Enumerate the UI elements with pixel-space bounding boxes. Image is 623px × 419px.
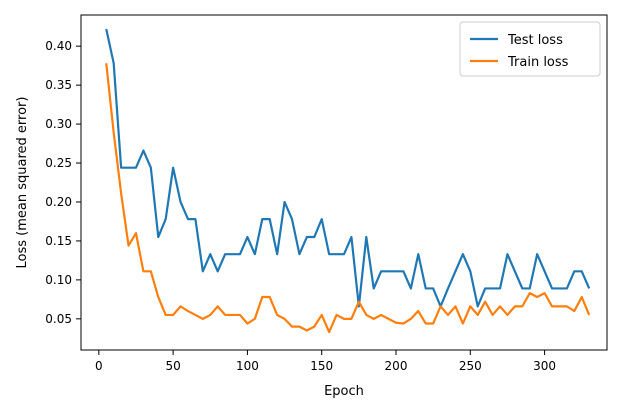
legend-label: Train loss: [507, 55, 569, 70]
x-tick-label: 300: [533, 359, 556, 373]
y-tick-label: 0.20: [45, 195, 72, 209]
y-axis-label: Loss (mean squared error): [15, 97, 30, 269]
y-tick-label: 0.10: [45, 273, 72, 287]
legend-box: [459, 21, 601, 77]
y-tick-label: 0.40: [45, 39, 72, 53]
legend: Test loss Train loss: [459, 21, 601, 77]
x-tick-label: 150: [310, 359, 333, 373]
y-tick-label: 0.35: [45, 78, 72, 92]
x-tick-label: 200: [385, 359, 408, 373]
x-axis-label: Epoch: [324, 384, 364, 399]
x-tick-label: 100: [236, 359, 259, 373]
y-tick-label: 0.25: [45, 156, 72, 170]
plot-frame: [80, 14, 608, 351]
y-tick-label: 0.05: [45, 312, 72, 326]
y-axis: 0.05 0.10 0.15 0.20 0.25 0.30 0.35 0.40: [45, 39, 81, 326]
series-line-test-loss: [105, 28, 591, 308]
x-axis: 0 50 100 150 200 250 300: [95, 350, 556, 373]
y-tick-label: 0.30: [45, 117, 72, 131]
x-tick-label: 250: [459, 359, 482, 373]
series-layer: [105, 28, 591, 334]
x-tick-label: 0: [95, 359, 103, 373]
legend-label: Test loss: [507, 33, 563, 48]
series-line-train-loss: [105, 63, 591, 334]
x-tick-label: 50: [165, 359, 180, 373]
y-tick-label: 0.15: [45, 234, 72, 248]
